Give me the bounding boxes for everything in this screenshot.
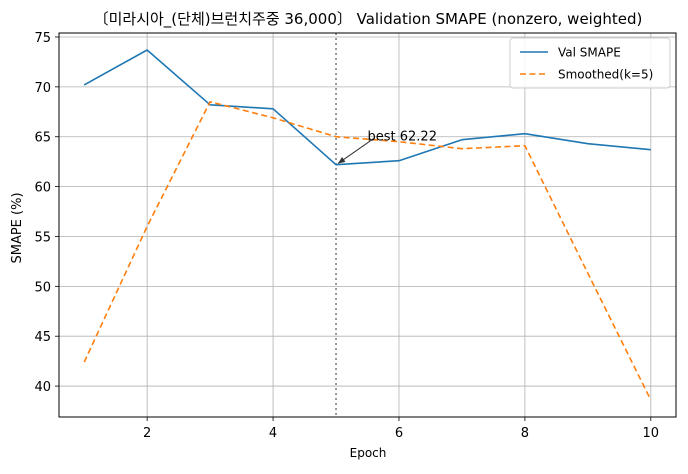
y-tick-label: 40	[34, 380, 51, 395]
annotation-arrow-line	[337, 138, 374, 164]
annotation-arrow-head	[338, 157, 346, 164]
y-tick-label: 50	[34, 280, 51, 295]
y-tick-label: 45	[34, 330, 51, 345]
y-tick-label: 60	[34, 181, 51, 196]
legend-label-1: Val SMAPE	[558, 46, 621, 60]
y-tick-label: 70	[34, 81, 51, 96]
x-axis-label: Epoch	[350, 446, 387, 460]
x-tick-label: 6	[395, 426, 403, 441]
series-line-1	[83, 49, 651, 166]
x-tick-label: 8	[521, 426, 529, 441]
x-axis-ticks: 2 4 6 8 10	[143, 417, 659, 441]
series-line-2	[83, 101, 652, 401]
chart-title: 〔미라시아_(단체)브런치주중 36,000〕 Validation SMAPE…	[94, 10, 643, 29]
annotation-label: best 62.22	[368, 130, 437, 145]
x-tick-label: 10	[643, 426, 660, 441]
best-annotation: best 62.22	[337, 130, 437, 164]
y-axis-label: SMAPE (%)	[10, 192, 25, 263]
grid	[59, 33, 676, 417]
y-axis-ticks: 40 45 50 55 60 65 70 75	[34, 31, 59, 395]
y-tick-label: 55	[34, 230, 51, 245]
legend: Val SMAPE Smoothed(k=5)	[509, 37, 671, 89]
legend-label-2: Smoothed(k=5)	[558, 68, 653, 82]
y-tick-label: 65	[34, 131, 51, 146]
y-tick-label: 75	[34, 31, 51, 46]
x-tick-label: 4	[269, 426, 277, 441]
plot-frame	[58, 32, 677, 418]
legend-box	[509, 37, 671, 89]
x-tick-label: 2	[143, 426, 151, 441]
series-lines	[83, 49, 652, 401]
